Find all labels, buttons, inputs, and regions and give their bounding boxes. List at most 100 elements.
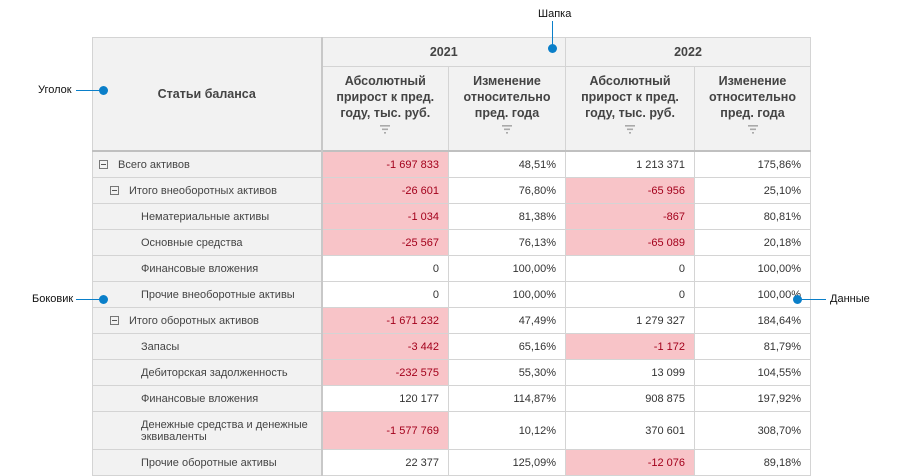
data-cell[interactable]: -65 956 — [565, 177, 695, 204]
filter-icon[interactable] — [695, 125, 810, 134]
row-label: Финансовые вложения — [141, 392, 259, 405]
collapse-icon[interactable] — [110, 186, 119, 196]
filter-icon[interactable] — [566, 125, 694, 134]
filter-icon[interactable] — [449, 125, 565, 134]
data-cell[interactable]: 100,00% — [694, 281, 811, 308]
data-cell[interactable]: 0 — [565, 281, 695, 308]
row-label: Запасы — [141, 340, 180, 353]
data-cell[interactable]: 47,49% — [448, 307, 566, 334]
data-cell[interactable]: 100,00% — [448, 255, 566, 282]
data-cell[interactable]: 100,00% — [448, 281, 566, 308]
data-cell[interactable]: -1 697 833 — [321, 150, 449, 178]
row-header: Итого внеоборотных активов — [92, 177, 323, 204]
data-cell[interactable]: 89,18% — [694, 449, 811, 476]
data-cell[interactable]: 13 099 — [565, 359, 695, 386]
table-row: Итого внеоборотных активов -26 601 76,80% -… — [92, 177, 811, 204]
data-cell[interactable]: 25,10% — [694, 177, 811, 204]
data-cell[interactable]: 197,92% — [694, 385, 811, 412]
row-label: Дебиторская задолженность — [141, 366, 288, 379]
data-cell[interactable]: -1 172 — [565, 333, 695, 360]
data-cell[interactable]: 120 177 — [321, 385, 449, 412]
pivot-table: Статьи баланса 2021 2022 Абсолютный прир… — [92, 37, 811, 476]
year-header-2022[interactable]: 2022 — [565, 37, 811, 67]
measure-header[interactable]: Абсолютный прирост к пред. году, тыс. ру… — [321, 66, 449, 152]
filter-icon[interactable] — [323, 125, 449, 134]
row-header: Дебиторская задолженность — [92, 359, 323, 386]
row-label: Всего активов — [118, 158, 190, 171]
annotation-data: Данные — [830, 293, 870, 305]
data-cell[interactable]: 10,12% — [448, 411, 566, 450]
row-label: Итого оборотных активов — [129, 314, 259, 327]
data-cell[interactable]: -232 575 — [321, 359, 449, 386]
row-header: Итого оборотных активов — [92, 307, 323, 334]
data-cell[interactable]: 114,87% — [448, 385, 566, 412]
row-header: Финансовые вложения — [92, 385, 323, 412]
data-cell[interactable]: -12 076 — [565, 449, 695, 476]
data-cell[interactable]: 81,38% — [448, 203, 566, 230]
data-cell[interactable]: -1 671 232 — [321, 307, 449, 334]
data-cell[interactable]: 0 — [321, 255, 449, 282]
data-cell[interactable]: 0 — [565, 255, 695, 282]
row-label: Прочие оборотные активы — [141, 456, 277, 469]
data-cell[interactable]: 22 377 — [321, 449, 449, 476]
year-header-2021[interactable]: 2021 — [321, 37, 566, 67]
data-cell[interactable]: 80,81% — [694, 203, 811, 230]
data-cell[interactable]: 1 213 371 — [565, 150, 695, 178]
table-row: Прочие внеоборотные активы 0 100,00% 0 100,0… — [92, 281, 811, 308]
row-label: Нематериальные активы — [141, 210, 270, 223]
data-cell[interactable]: 370 601 — [565, 411, 695, 450]
row-header: Запасы — [92, 333, 323, 360]
data-cell[interactable]: 0 — [321, 281, 449, 308]
data-cell[interactable]: 908 875 — [565, 385, 695, 412]
data-cell[interactable]: -3 442 — [321, 333, 449, 360]
row-header: Всего активов — [92, 150, 323, 178]
row-header: Финансовые вложения — [92, 255, 323, 282]
data-cell[interactable]: -867 — [565, 203, 695, 230]
measure-header[interactable]: Абсолютный прирост к пред. году, тыс. ру… — [565, 66, 695, 152]
table-row: Запасы -3 442 65,16% -1 172 81,79% — [92, 333, 811, 360]
data-cell[interactable]: 184,64% — [694, 307, 811, 334]
row-header: Денежные средства и денежные эквиваленты — [92, 411, 323, 450]
table-row: Основные средства -25 567 76,13% -65 089 20,… — [92, 229, 811, 256]
measure-label: Изменение относительно пред. года — [463, 74, 551, 120]
data-cell[interactable]: 48,51% — [448, 150, 566, 178]
data-cell[interactable]: 81,79% — [694, 333, 811, 360]
measure-header[interactable]: Изменение относительно пред. года — [694, 66, 811, 152]
data-cell[interactable]: 308,70% — [694, 411, 811, 450]
data-cell[interactable]: 76,13% — [448, 229, 566, 256]
table-row: Финансовые вложения 0 100,00% 0 100,00% — [92, 255, 811, 282]
measure-header[interactable]: Изменение относительно пред. года — [448, 66, 566, 152]
row-header: Основные средства — [92, 229, 323, 256]
table-row: Финансовые вложения 120 177 114,87% 908 875… — [92, 385, 811, 412]
collapse-icon[interactable] — [110, 316, 119, 326]
data-cell[interactable]: 1 279 327 — [565, 307, 695, 334]
row-label: Прочие внеоборотные активы — [141, 288, 295, 301]
measure-label: Абсолютный прирост к пред. году, тыс. ру… — [581, 74, 679, 120]
data-cell[interactable]: 104,55% — [694, 359, 811, 386]
row-label: Итого внеоборотных активов — [129, 184, 277, 197]
data-cell[interactable]: 65,16% — [448, 333, 566, 360]
data-cell[interactable]: -1 034 — [321, 203, 449, 230]
data-cell[interactable]: -26 601 — [321, 177, 449, 204]
annotation-side: Боковик — [32, 293, 74, 305]
data-cell[interactable]: 125,09% — [448, 449, 566, 476]
annotation-corner: Уголок — [38, 84, 72, 96]
collapse-icon[interactable] — [99, 160, 108, 170]
callout-line — [76, 299, 104, 300]
data-cell[interactable]: 100,00% — [694, 255, 811, 282]
callout-dot — [548, 44, 557, 53]
table-row: Всего активов -1 697 833 48,51% 1 213 371 17… — [92, 150, 811, 178]
data-cell[interactable]: 76,80% — [448, 177, 566, 204]
data-cell[interactable]: 175,86% — [694, 150, 811, 178]
row-label: Денежные средства и денежные эквиваленты — [141, 418, 308, 443]
callout-line — [552, 21, 553, 48]
data-cell[interactable]: -25 567 — [321, 229, 449, 256]
annotation-header: Шапка — [538, 8, 572, 20]
data-cell[interactable]: -65 089 — [565, 229, 695, 256]
data-cell[interactable]: -1 577 769 — [321, 411, 449, 450]
callout-line — [797, 299, 826, 300]
row-label: Основные средства — [141, 236, 243, 249]
data-cell[interactable]: 20,18% — [694, 229, 811, 256]
callout-dot — [99, 295, 108, 304]
data-cell[interactable]: 55,30% — [448, 359, 566, 386]
